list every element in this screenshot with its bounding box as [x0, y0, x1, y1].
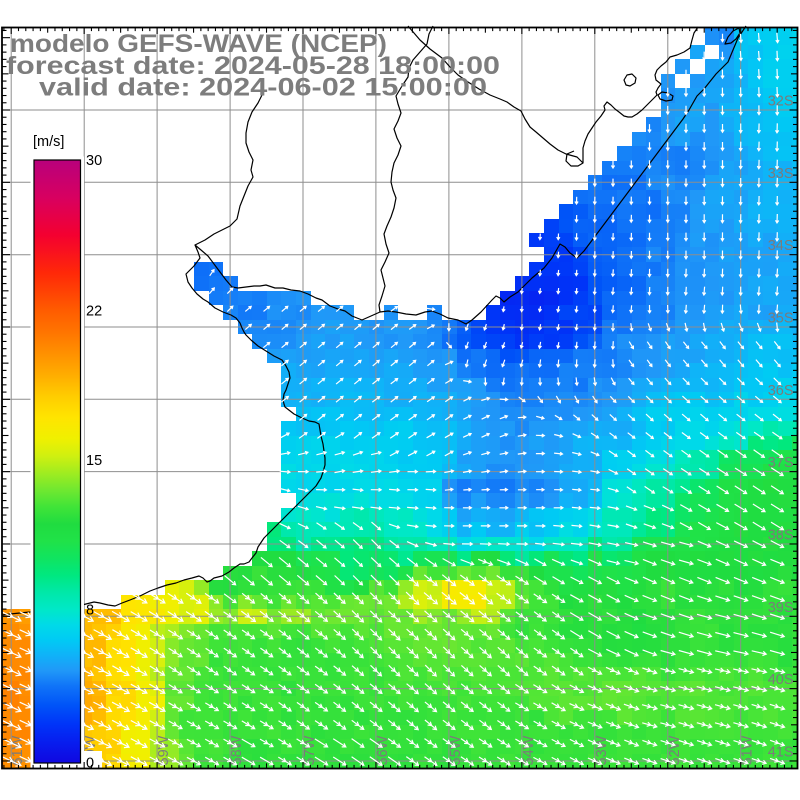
svg-text:56W: 56W: [375, 735, 391, 765]
svg-text:15: 15: [86, 453, 102, 469]
svg-text:40S: 40S: [768, 672, 794, 688]
svg-text:38S: 38S: [768, 528, 794, 544]
svg-text:39S: 39S: [768, 600, 794, 616]
svg-text:forecast date: 2024-05-28 18:0: forecast date: 2024-05-28 18:00:00: [6, 53, 500, 80]
svg-text:[m/s]: [m/s]: [33, 134, 64, 150]
svg-text:41S: 41S: [768, 745, 794, 761]
svg-text:32S: 32S: [768, 94, 794, 110]
svg-text:33S: 33S: [768, 166, 794, 182]
svg-text:55W: 55W: [448, 735, 464, 765]
svg-text:58W: 58W: [229, 735, 245, 765]
svg-text:34S: 34S: [768, 238, 794, 254]
svg-text:57W: 57W: [302, 735, 318, 765]
svg-text:22: 22: [86, 304, 102, 320]
svg-text:0: 0: [86, 756, 94, 772]
svg-text:35S: 35S: [768, 311, 794, 327]
svg-text:30: 30: [86, 153, 102, 169]
svg-text:59W: 59W: [156, 735, 172, 765]
svg-text:52W: 52W: [667, 735, 683, 765]
svg-text:51W: 51W: [740, 735, 756, 765]
svg-text:modelo GEFS-WAVE (NCEP): modelo GEFS-WAVE (NCEP): [10, 31, 387, 58]
svg-text:8: 8: [86, 603, 94, 619]
svg-text:36S: 36S: [768, 383, 794, 399]
svg-text:53W: 53W: [594, 735, 610, 765]
svg-text:54W: 54W: [521, 735, 537, 765]
svg-text:37S: 37S: [768, 455, 794, 471]
svg-text:valid date: 2024-06-02 15:00:0: valid date: 2024-06-02 15:00:00: [39, 75, 487, 102]
